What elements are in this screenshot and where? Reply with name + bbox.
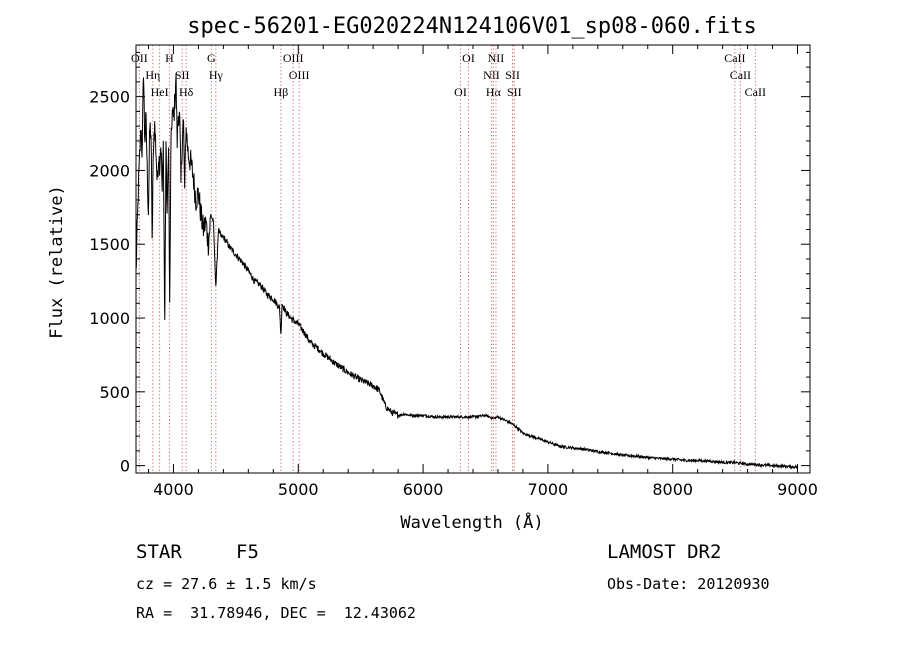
- x-axis-label: Wavelength (Å): [400, 511, 543, 533]
- y-tick-label: 500: [99, 383, 130, 402]
- emission-line-label: SII: [505, 68, 520, 82]
- object-subclass: F5: [236, 541, 259, 563]
- emission-line-label: Hγ: [209, 68, 224, 82]
- emission-line-label: HeI: [151, 85, 169, 99]
- redshift-text: cz = 27.6 ± 1.5 km/s: [136, 575, 317, 593]
- emission-line-markers: OIIHηHeIHSIIHδGHγHβOIIIOIIIOIOINIIHαNIIS…: [131, 45, 766, 473]
- survey-name: LAMOST DR2: [607, 541, 722, 563]
- x-tick-label: 4000: [153, 480, 194, 499]
- emission-line-label: CaII: [745, 85, 766, 99]
- y-tick-label: 0: [120, 457, 130, 476]
- y-axis-label: Flux (relative): [47, 185, 67, 339]
- emission-line-label: Hδ: [179, 85, 194, 99]
- y-tick-label: 2500: [89, 88, 130, 107]
- emission-line-label: G: [207, 51, 216, 65]
- y-tick-label: 1500: [89, 235, 130, 254]
- emission-line-label: CaII: [724, 51, 745, 65]
- object-class: STAR: [136, 541, 182, 563]
- x-tick-label: 6000: [403, 480, 444, 499]
- emission-line-label: Hα: [486, 85, 502, 99]
- axis-ticks: 4000 5000 6000 7000 8000 9000 0 500 1000 1500 2000…: [89, 45, 818, 499]
- chart-title: spec-56201-EG020224N124106V01_sp08-060.f…: [187, 14, 757, 39]
- x-tick-label: 9000: [777, 480, 818, 499]
- emission-line-label: NII: [483, 68, 500, 82]
- spectrum-line: [135, 73, 798, 470]
- x-tick-label: 7000: [528, 480, 569, 499]
- emission-line-label: H: [165, 51, 174, 65]
- emission-line-label: CaII: [730, 68, 751, 82]
- coordinates-text: RA = 31.78946, DEC = 12.43062: [136, 604, 416, 622]
- y-tick-label: 1000: [89, 309, 130, 328]
- emission-line-label: SII: [175, 68, 190, 82]
- emission-line-label: SII: [507, 85, 522, 99]
- obs-date-text: Obs-Date: 20120930: [607, 575, 770, 593]
- y-tick-label: 2000: [89, 161, 130, 180]
- emission-line-label: OI: [462, 51, 475, 65]
- x-tick-label: 5000: [278, 480, 319, 499]
- emission-line-label: Hη: [145, 68, 160, 82]
- emission-line-label: OII: [131, 51, 148, 65]
- emission-line-label: NII: [488, 51, 505, 65]
- emission-line-label: OI: [454, 85, 467, 99]
- emission-line-label: Hβ: [274, 85, 289, 99]
- x-tick-label: 8000: [652, 480, 693, 499]
- emission-line-label: OIII: [283, 51, 304, 65]
- emission-line-label: OIII: [289, 68, 310, 82]
- plot-frame: [135, 44, 811, 474]
